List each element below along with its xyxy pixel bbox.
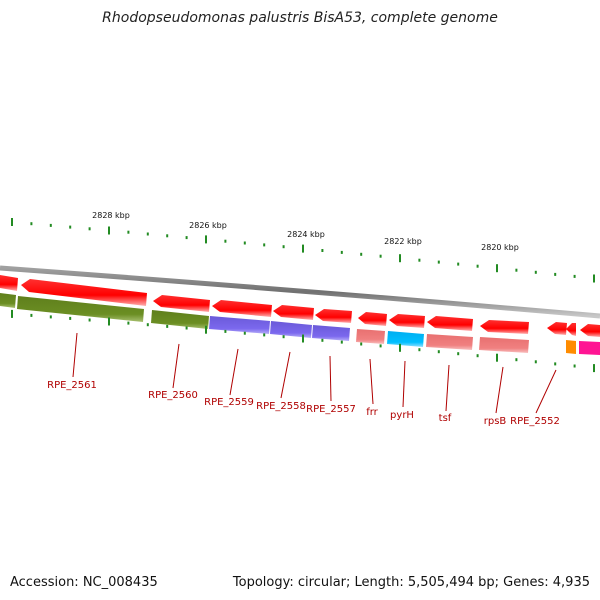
cds-arrow [315,309,352,323]
leader-line [229,348,239,396]
lower-tick-row [11,309,595,373]
leader-line [495,366,504,414]
leader-line [329,355,332,402]
gene-label: RPE_2560 [148,390,198,401]
cds-arrow [0,275,18,291]
category-block [566,340,576,354]
cds-track [0,275,600,337]
cds-arrow [427,316,473,331]
cds-arrow [480,320,529,334]
gene-label: pyrH [390,410,414,421]
category-block [356,329,385,344]
cds-arrow [358,312,387,326]
coordinate-label: 2820 kbp [481,243,519,252]
cds-arrow [273,305,314,320]
gene-leader-lines [72,332,557,414]
coordinate-label: 2822 kbp [384,237,422,246]
gene-label: RPE_2552 [510,416,560,427]
leader-line [369,358,374,405]
coordinate-label: 2824 kbp [287,230,325,239]
leader-line [535,369,557,414]
gene-label: RPE_2558 [256,401,306,412]
category-block [426,334,473,350]
category-block [209,316,270,334]
cds-arrow [580,324,600,337]
upper-tick-row [11,218,595,283]
gene-label: RPE_2559 [204,397,254,408]
gene-label: frr [366,407,378,418]
cds-arrow [389,314,425,328]
category-block [0,293,16,308]
category-track [0,293,600,355]
genome-summary: Topology: circular; Length: 5,505,494 bp… [232,575,590,590]
cds-arrow [566,323,576,336]
leader-line [445,364,450,412]
cds-arrow [212,300,272,317]
category-block [270,321,312,338]
leader-line [172,343,180,389]
coordinate-label: 2828 kbp [92,211,130,220]
leader-line [72,332,78,378]
category-block [579,341,600,355]
category-block [387,331,424,347]
category-block [17,296,144,322]
leader-line [402,360,406,408]
gene-label: tsf [439,413,452,424]
leader-line [280,351,291,399]
cds-arrow [21,279,147,306]
coordinate-label: 2826 kbp [189,221,227,230]
category-block [479,337,529,353]
category-block [312,325,350,341]
genome-backbone [0,265,600,319]
gene-label: RPE_2561 [47,380,97,391]
category-block [151,310,209,329]
cds-arrow [153,295,210,312]
map-title: Rhodopseudomonas palustris BisA53, compl… [102,10,498,26]
cds-arrow [547,322,567,335]
accession-label: Accession: NC_008435 [10,575,158,590]
gene-label: RPE_2557 [306,404,356,415]
gene-label: rpsB [484,416,507,427]
